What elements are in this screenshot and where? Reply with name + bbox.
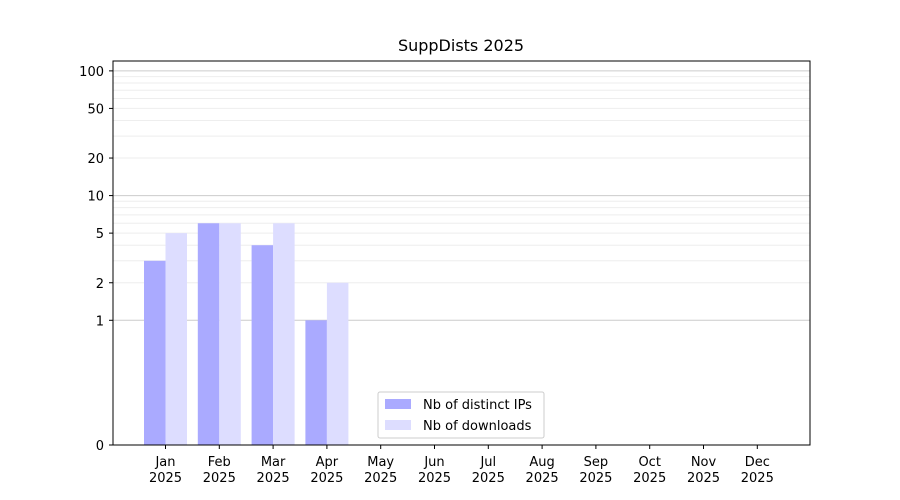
y-tick-label: 2 [96, 277, 104, 292]
bar-downloads-jan [165, 233, 187, 445]
x-tick-label-year: 2025 [579, 471, 612, 486]
x-tick-label-month: Nov [691, 455, 717, 470]
y-tick-label: 10 [87, 190, 104, 205]
x-tick-label-month: Feb [208, 455, 231, 470]
legend-label-distinct-ips: Nb of distinct IPs [423, 398, 532, 413]
y-tick-label: 0 [96, 439, 104, 454]
legend-swatch-distinct-ips [385, 399, 411, 409]
x-tick-label-month: Dec [745, 455, 770, 470]
x-tick-label-year: 2025 [687, 471, 720, 486]
x-tick-label-month: Jan [154, 455, 175, 470]
x-tick-label-month: Oct [638, 455, 660, 470]
y-tick-label: 5 [96, 227, 104, 242]
x-tick-label-month: Sep [584, 455, 609, 470]
y-tick-label: 50 [87, 102, 104, 117]
bar-downloads-feb [219, 223, 241, 445]
bar-distinct-ips-mar [251, 245, 274, 445]
x-tick-label-year: 2025 [149, 471, 182, 486]
y-tick-label: 100 [79, 65, 104, 80]
y-tick-label: 20 [87, 152, 104, 167]
x-axis: Jan2025Feb2025Mar2025Apr2025May2025Jun20… [149, 445, 774, 486]
x-tick-label-month: May [367, 455, 394, 470]
chart-title: SuppDists 2025 [398, 36, 524, 55]
bar-distinct-ips-jan [144, 260, 166, 445]
bar-distinct-ips-feb [197, 223, 220, 445]
x-tick-label-year: 2025 [364, 471, 397, 486]
legend: Nb of distinct IPs Nb of downloads [377, 391, 545, 439]
bar-distinct-ips-apr [305, 320, 327, 445]
x-tick-label-year: 2025 [203, 471, 236, 486]
x-tick-label-year: 2025 [310, 471, 343, 486]
legend-swatch-downloads [385, 420, 411, 430]
x-tick-label-year: 2025 [526, 471, 559, 486]
x-tick-label-month: Mar [261, 455, 286, 470]
x-tick-label-year: 2025 [472, 471, 505, 486]
y-axis: 0 1 2 5 10 20 50 100 [79, 65, 113, 454]
x-tick-label-year: 2025 [633, 471, 666, 486]
x-tick-label-month: Aug [529, 455, 554, 470]
plot-frame [112, 60, 811, 446]
x-tick-label-month: Jun [423, 455, 444, 470]
bars [144, 223, 349, 445]
legend-frame [377, 391, 545, 439]
bar-downloads-mar [273, 223, 295, 445]
x-tick-label-year: 2025 [257, 471, 290, 486]
x-tick-label-year: 2025 [418, 471, 451, 486]
bar-downloads-apr [326, 282, 349, 445]
y-tick-label: 1 [96, 314, 104, 329]
x-tick-label-month: Jul [479, 455, 496, 470]
x-tick-label-month: Apr [316, 455, 339, 470]
x-tick-label-year: 2025 [741, 471, 774, 486]
legend-label-downloads: Nb of downloads [423, 419, 532, 434]
